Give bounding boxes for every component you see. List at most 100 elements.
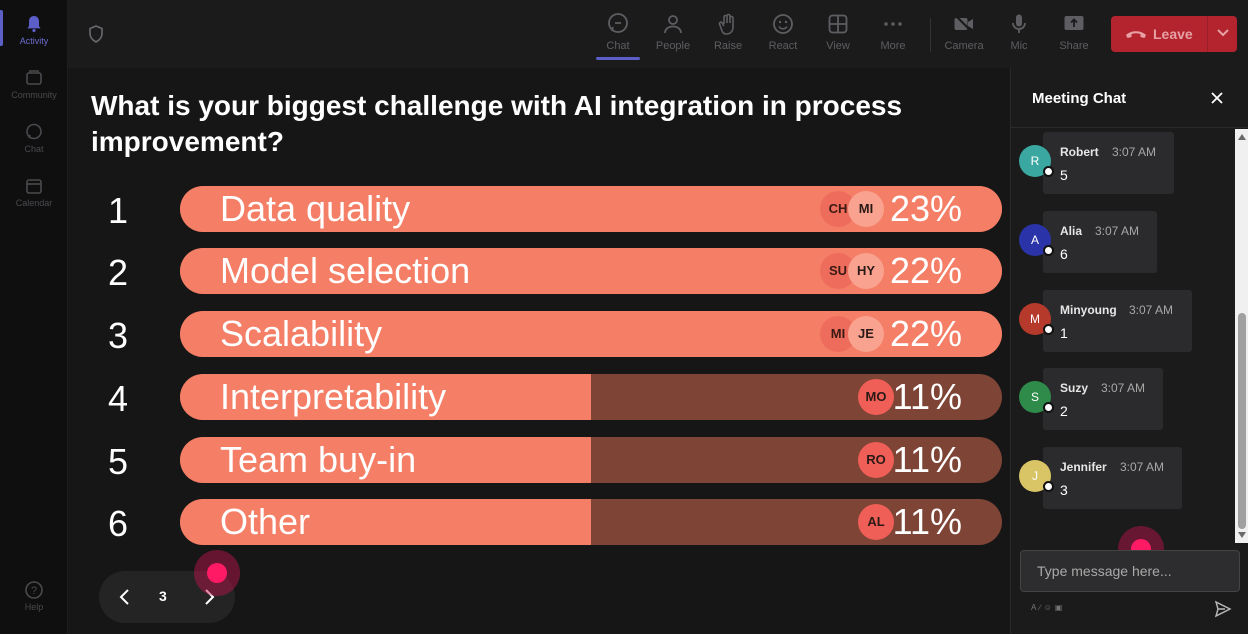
option-percent: 22% — [889, 313, 962, 354]
message-text: 1 — [1060, 325, 1068, 341]
message-text: 2 — [1060, 403, 1068, 419]
gif-icon[interactable]: ▣ — [1054, 603, 1066, 612]
poll-results-stage: What is your biggest challenge with AI i… — [68, 68, 1010, 634]
chat-header: Meeting Chat — [1011, 68, 1248, 128]
poll-option-row: 5 Team buy-in RO 11% — [68, 437, 1010, 485]
presence-status-icon — [1043, 324, 1054, 335]
rail-item-help[interactable]: ? Help — [0, 580, 68, 612]
presence-status-icon — [1043, 481, 1054, 492]
raise-hand-button[interactable]: Raise — [702, 12, 754, 52]
option-bar-fill — [180, 374, 591, 420]
chevron-left-icon[interactable] — [113, 585, 137, 609]
leave-options-dropdown[interactable] — [1207, 16, 1237, 52]
click-indicator — [194, 550, 240, 596]
leave-label: Leave — [1153, 26, 1193, 42]
chat-message: Jennifer 3:07 AM 3 — [1043, 447, 1182, 509]
message-author: Suzy — [1060, 381, 1089, 395]
scroll-up-arrow-icon[interactable] — [1238, 134, 1246, 140]
option-number: 6 — [108, 503, 129, 544]
camera-button-label: Camera — [944, 40, 984, 52]
mic-button[interactable]: Mic — [993, 12, 1045, 52]
rail-item-label: Chat — [24, 144, 44, 154]
raise-hand-icon — [718, 13, 734, 35]
voter-avatar: MO — [858, 379, 894, 415]
rail-item-community[interactable]: Community — [0, 68, 68, 100]
message-timestamp: 3:07 AM — [1112, 145, 1157, 159]
scroll-down-arrow-icon[interactable] — [1238, 532, 1246, 538]
chat-message-input[interactable] — [1021, 551, 1239, 591]
page-number: 3 — [159, 588, 167, 604]
chevron-down-icon — [1217, 29, 1229, 37]
option-label: Interpretability — [220, 376, 447, 417]
message-author: Minyoung — [1060, 303, 1117, 317]
raise-button-label: Raise — [713, 40, 743, 52]
option-label: Other — [220, 501, 311, 542]
format-toolbar: A∕☺▣ — [1031, 603, 1065, 612]
message-author: Jennifer — [1060, 460, 1107, 474]
voter-avatar: AL — [858, 504, 894, 540]
react-button[interactable]: React — [757, 12, 809, 52]
share-button[interactable]: Share — [1048, 12, 1100, 52]
close-icon[interactable] — [1209, 90, 1225, 106]
view-button-label: View — [826, 40, 850, 52]
option-percent: 11% — [892, 376, 962, 417]
voter-avatar: MI — [848, 191, 884, 227]
meeting-chat-panel: Meeting Chat Robert 3:07 AM 5 R Alia 3:07 AM 6… — [1010, 68, 1248, 634]
people-button[interactable]: People — [647, 12, 699, 52]
avatar[interactable]: R — [1019, 145, 1054, 177]
emoji-icon[interactable]: ☺ — [1043, 603, 1055, 612]
option-number: 3 — [108, 315, 129, 356]
calendar-icon — [26, 179, 42, 194]
option-label: Model selection — [220, 250, 471, 291]
camera-button[interactable]: Camera — [938, 12, 990, 52]
avatar[interactable]: J — [1019, 460, 1054, 492]
presence-status-icon — [1043, 245, 1054, 256]
chat-icon — [26, 123, 42, 140]
svg-text:?: ? — [31, 585, 37, 597]
option-percent: 22% — [889, 250, 962, 291]
avatar[interactable]: M — [1019, 303, 1054, 335]
rail-item-label: Community — [11, 90, 57, 100]
community-icon — [26, 70, 42, 85]
rail-item-chat[interactable]: Chat — [0, 122, 68, 154]
option-number: 2 — [108, 252, 129, 293]
rail-item-label: Help — [24, 602, 44, 612]
app-rail: Activity Community Chat Calendar ? Help — [0, 0, 68, 634]
people-icon — [664, 15, 682, 34]
option-bar-fill — [180, 499, 591, 545]
option-percent: 23% — [889, 188, 962, 229]
view-button[interactable]: View — [812, 12, 864, 52]
chevron-right-icon[interactable] — [197, 585, 221, 609]
format-icon[interactable]: A — [1031, 603, 1040, 612]
rail-item-calendar[interactable]: Calendar — [0, 176, 68, 208]
leave-button[interactable]: Leave — [1111, 16, 1237, 52]
presence-status-icon — [1043, 166, 1054, 177]
poll-option-row: 2 Model selection SU HY 22% — [68, 248, 1010, 296]
option-label: Scalability — [220, 313, 383, 354]
chat-icon — [608, 13, 628, 33]
more-button-label: More — [880, 40, 906, 52]
camera-off-icon — [954, 14, 974, 34]
message-author: Robert — [1060, 145, 1099, 159]
chat-scrollbar[interactable] — [1235, 129, 1248, 543]
option-number: 5 — [108, 441, 129, 482]
send-icon[interactable] — [1214, 600, 1232, 618]
message-text: 3 — [1060, 482, 1068, 498]
avatar[interactable]: A — [1019, 224, 1054, 256]
shield-icon[interactable] — [86, 24, 106, 44]
avatar-initial: R — [1030, 154, 1040, 168]
scrollbar-thumb[interactable] — [1238, 313, 1246, 529]
chat-message: Alia 3:07 AM 6 — [1043, 211, 1157, 273]
attach-icon[interactable]: ∕ — [1039, 603, 1044, 612]
chat-title: Meeting Chat — [1032, 90, 1127, 107]
rail-item-activity[interactable]: Activity — [0, 10, 68, 46]
more-dots-icon — [884, 22, 902, 26]
poll-option-row: 1 Data quality CH MI 23% — [68, 186, 1010, 234]
avatar-initial: M — [1030, 312, 1040, 326]
chat-button[interactable]: Chat — [592, 12, 644, 60]
option-percent: 11% — [892, 439, 962, 480]
voter-avatar: RO — [858, 442, 894, 478]
avatar[interactable]: S — [1019, 381, 1054, 413]
option-label: Team buy-in — [220, 439, 417, 480]
more-button[interactable]: More — [867, 12, 919, 52]
